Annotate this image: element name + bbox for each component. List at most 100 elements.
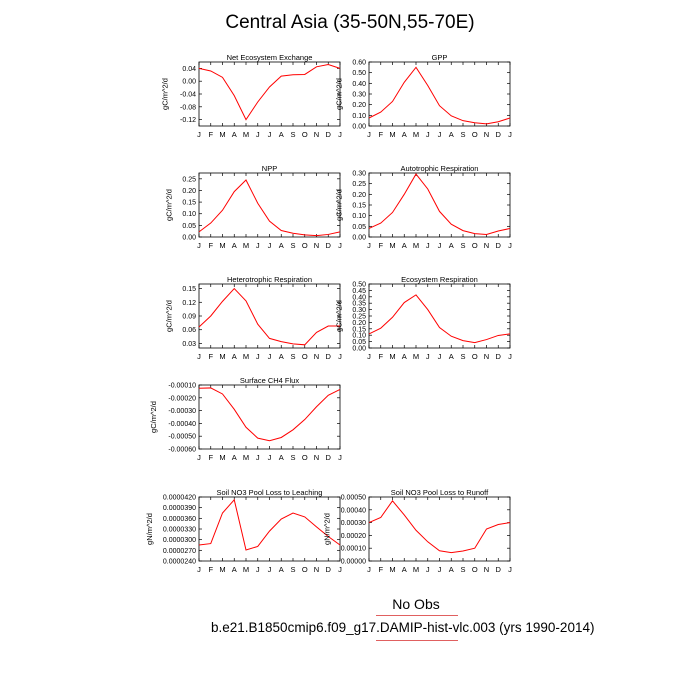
y-axis-label: gN/m^2/d bbox=[323, 513, 332, 545]
x-tick-label: D bbox=[326, 130, 332, 139]
x-tick-label: J bbox=[256, 130, 260, 139]
y-tick-label: 0.10 bbox=[352, 213, 366, 220]
x-tick-label: F bbox=[208, 130, 213, 139]
y-tick-label: 0.05 bbox=[352, 224, 366, 231]
x-tick-label: S bbox=[460, 565, 465, 574]
x-tick-label: M bbox=[219, 130, 225, 139]
x-tick-label: O bbox=[302, 241, 308, 250]
y-tick-label: 0.20 bbox=[352, 320, 366, 327]
y-tick-label: 0.15 bbox=[182, 286, 196, 293]
x-tick-label: F bbox=[208, 453, 213, 462]
y-tick-label: -0.04 bbox=[180, 92, 196, 99]
y-tick-label: 0.00000 bbox=[341, 559, 366, 566]
y-tick-label: 0.00020 bbox=[341, 533, 366, 540]
y-tick-label: 0.05 bbox=[182, 223, 196, 230]
x-tick-label: J bbox=[256, 565, 260, 574]
y-tick-label: 0.50 bbox=[352, 282, 366, 289]
y-tick-label: 0.06 bbox=[182, 327, 196, 334]
x-tick-label: J bbox=[197, 453, 201, 462]
x-tick-label: O bbox=[472, 352, 478, 361]
y-tick-label: 0.30 bbox=[352, 171, 366, 178]
y-tick-label: 0.0000420 bbox=[163, 495, 196, 502]
x-tick-label: J bbox=[438, 130, 442, 139]
x-tick-label: S bbox=[460, 241, 465, 250]
x-tick-label: F bbox=[378, 352, 383, 361]
panel-frame bbox=[198, 172, 341, 238]
x-tick-label: J bbox=[367, 241, 371, 250]
x-tick-label: O bbox=[472, 565, 478, 574]
x-tick-label: M bbox=[413, 241, 419, 250]
y-tick-label: 0.30 bbox=[352, 92, 366, 99]
y-tick-label: 0.0000330 bbox=[163, 527, 196, 534]
x-tick-label: A bbox=[449, 565, 454, 574]
panel-frame bbox=[368, 496, 511, 562]
x-tick-label: N bbox=[484, 352, 489, 361]
x-tick-label: O bbox=[302, 130, 308, 139]
x-tick-label: N bbox=[314, 453, 319, 462]
y-tick-label: 0.09 bbox=[182, 314, 196, 321]
x-tick-label: N bbox=[484, 130, 489, 139]
y-tick-label: 0.35 bbox=[352, 301, 366, 308]
x-tick-label: N bbox=[484, 565, 489, 574]
x-tick-label: F bbox=[378, 241, 383, 250]
x-tick-label: O bbox=[302, 453, 308, 462]
series-line bbox=[198, 64, 341, 121]
y-tick-label: -0.00010 bbox=[168, 383, 196, 390]
x-tick-label: M bbox=[243, 241, 249, 250]
series-line bbox=[368, 294, 511, 344]
panel-0: J F M A M J J A S O N D J0.040.00-0.04-0.08-0.12Net … bbox=[161, 53, 343, 139]
case-label: b.e21.B1850cmip6.f09_g17.DAMIP-hist-vlc.… bbox=[211, 620, 595, 635]
x-tick-label: A bbox=[449, 352, 454, 361]
x-tick-label: M bbox=[389, 241, 395, 250]
x-tick-label: J bbox=[367, 130, 371, 139]
x-tick-label: J bbox=[367, 565, 371, 574]
x-tick-label: J bbox=[508, 130, 512, 139]
x-tick-label: M bbox=[413, 130, 419, 139]
x-tick-label: M bbox=[219, 565, 225, 574]
x-tick-label: D bbox=[496, 565, 502, 574]
y-tick-label: 0.40 bbox=[352, 81, 366, 88]
series-line bbox=[198, 387, 341, 442]
y-tick-label: 0.20 bbox=[182, 188, 196, 195]
y-tick-label: 0.60 bbox=[352, 60, 366, 67]
x-tick-label: N bbox=[484, 241, 489, 250]
y-tick-label: 0.20 bbox=[352, 102, 366, 109]
x-tick-label: S bbox=[290, 565, 295, 574]
x-tick-label: J bbox=[508, 565, 512, 574]
x-tick-label: J bbox=[268, 453, 272, 462]
y-tick-label: 0.0000390 bbox=[163, 505, 196, 512]
y-tick-label: 0.0000300 bbox=[163, 537, 196, 544]
x-tick-label: M bbox=[413, 352, 419, 361]
x-tick-label: M bbox=[389, 565, 395, 574]
y-tick-label: -0.00040 bbox=[168, 421, 196, 428]
x-tick-label: A bbox=[402, 352, 407, 361]
x-tick-label: J bbox=[256, 453, 260, 462]
x-tick-label: A bbox=[279, 352, 284, 361]
y-tick-label: -0.00050 bbox=[168, 434, 196, 441]
legend-line-bottom bbox=[376, 640, 458, 641]
y-axis-label: gC/m^2/d bbox=[149, 401, 158, 433]
panel-title: Autotrophic Respiration bbox=[401, 164, 479, 173]
x-tick-label: N bbox=[314, 352, 319, 361]
y-tick-label: 0.0000360 bbox=[163, 516, 196, 523]
panel-6: J F M A M J J A S O N D J-0.00010-0.00020-0.00030-0.… bbox=[149, 376, 342, 462]
x-tick-label: A bbox=[279, 565, 284, 574]
x-tick-label: M bbox=[389, 130, 395, 139]
y-tick-label: 0.00 bbox=[352, 346, 366, 353]
x-tick-label: J bbox=[338, 241, 342, 250]
x-tick-label: J bbox=[338, 130, 342, 139]
x-tick-label: M bbox=[243, 453, 249, 462]
x-tick-label: D bbox=[496, 352, 502, 361]
panel-title: Soil NO3 Pool Loss to Leaching bbox=[217, 488, 323, 497]
x-tick-label: O bbox=[302, 565, 308, 574]
y-tick-label: 0.04 bbox=[182, 66, 196, 73]
series-line bbox=[198, 287, 340, 346]
x-tick-label: A bbox=[402, 241, 407, 250]
x-tick-label: A bbox=[232, 565, 237, 574]
y-tick-label: 0.05 bbox=[352, 339, 366, 346]
page-title: Central Asia (35-50N,55-70E) bbox=[225, 12, 475, 33]
x-tick-label: A bbox=[279, 241, 284, 250]
panel-frame bbox=[368, 61, 511, 127]
x-tick-label: M bbox=[219, 241, 225, 250]
x-tick-label: S bbox=[290, 241, 295, 250]
